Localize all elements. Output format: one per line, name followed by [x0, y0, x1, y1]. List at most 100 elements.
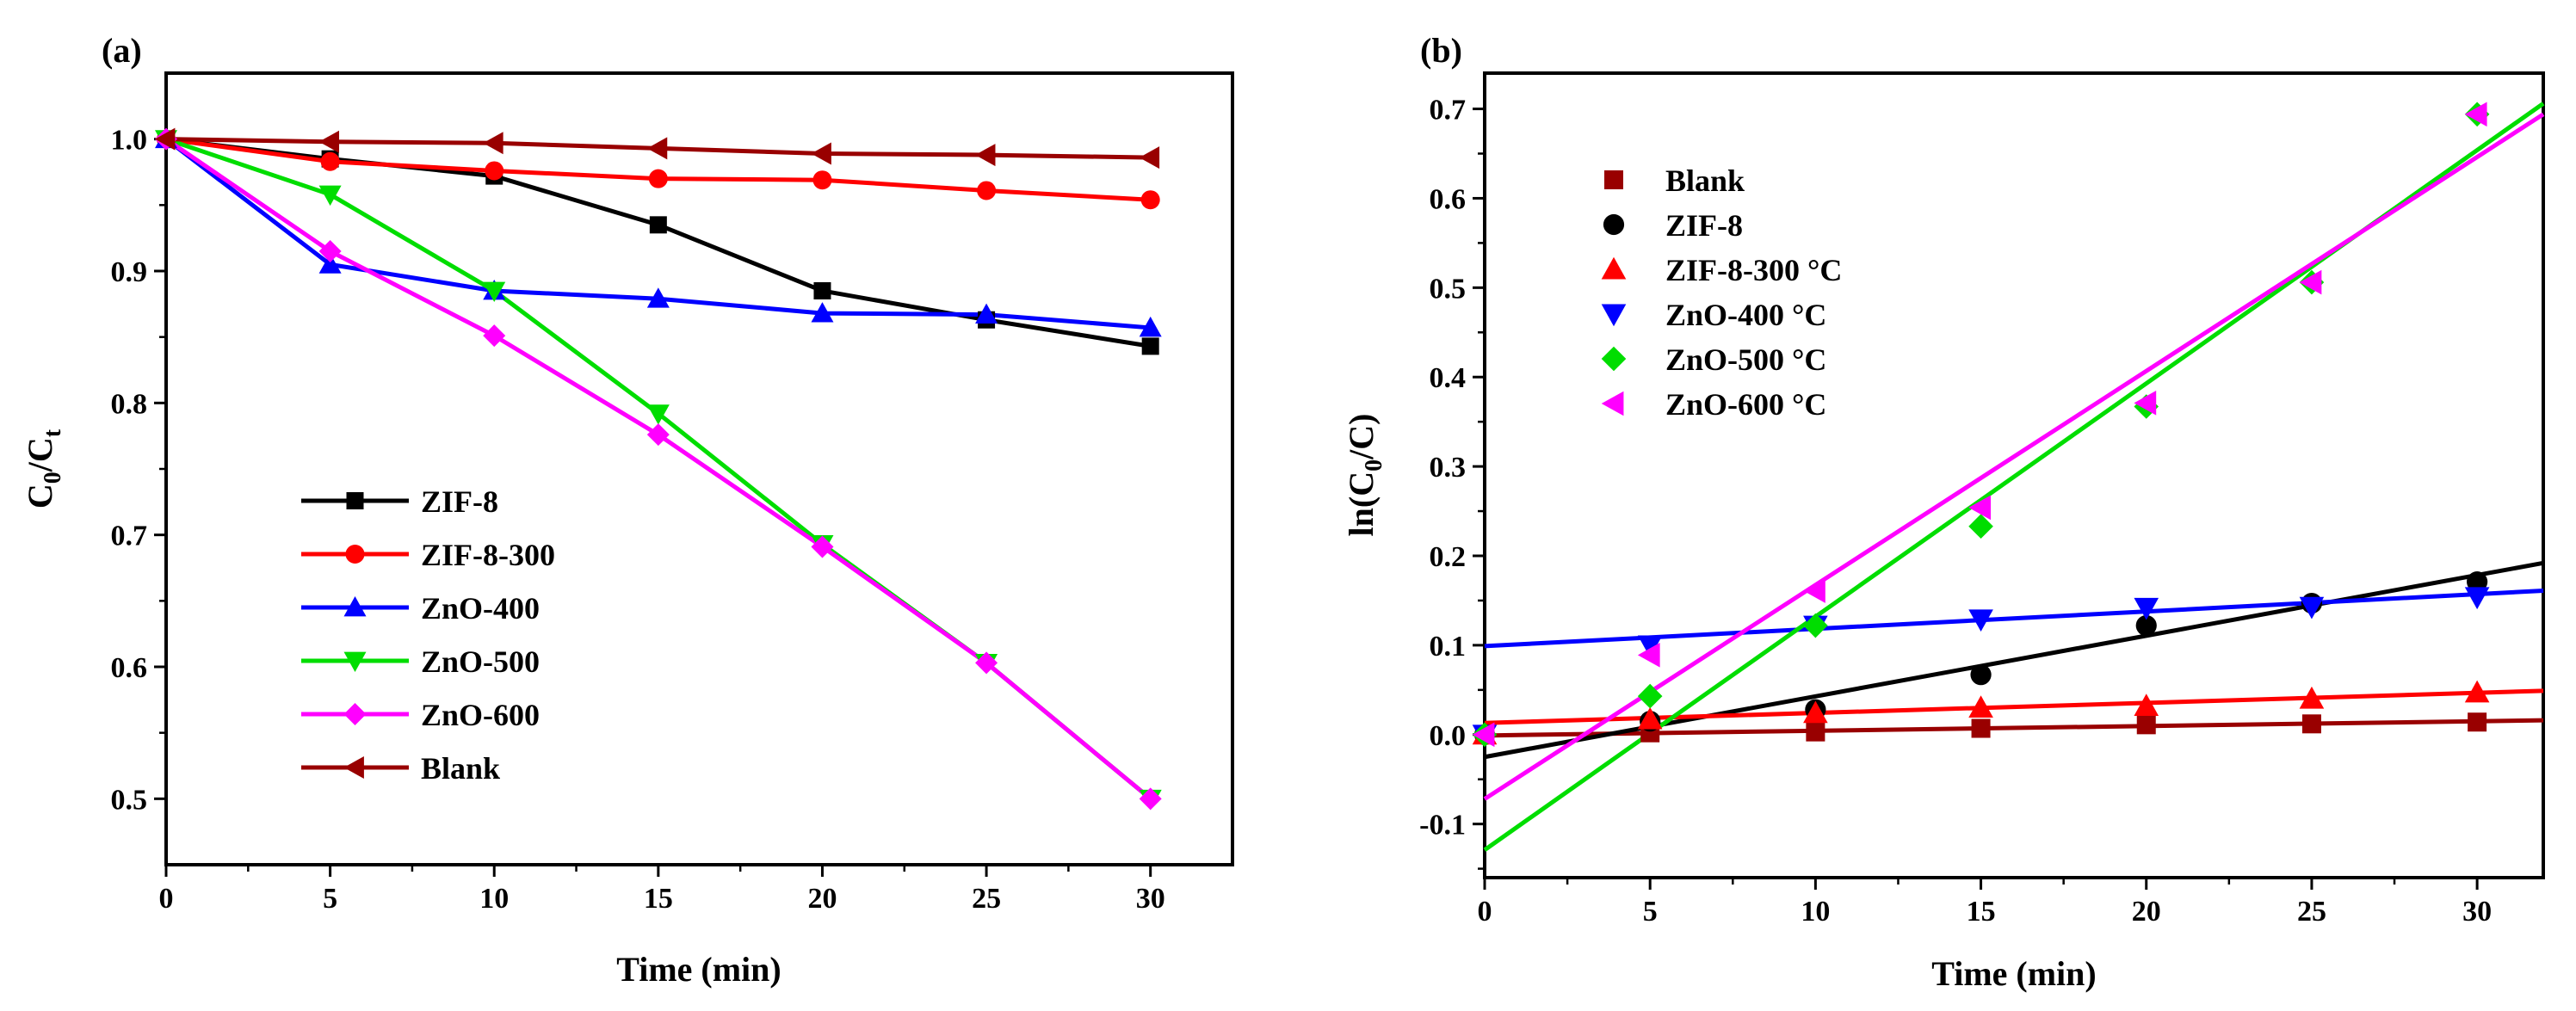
legend-label: ZnO-400 [421, 591, 540, 626]
legend-item: Blank [301, 751, 500, 786]
data-point [2468, 712, 2487, 732]
data-point [2299, 269, 2322, 295]
data-point [485, 161, 504, 181]
data-point [318, 185, 342, 207]
series-line-zno-600 [164, 137, 1152, 801]
y-tick-label: 0.9 [111, 256, 148, 288]
data-point [155, 127, 176, 151]
legend-label: ZnO-600 °C [1665, 387, 1826, 422]
data-point [1971, 718, 1991, 738]
legend-label: Blank [1665, 163, 1745, 198]
y-tick-label: 0.6 [111, 652, 148, 684]
x-axis-title: Time (min) [1931, 954, 2096, 993]
y-axis-title-main: ln(C [1342, 472, 1381, 537]
data-point [977, 181, 997, 200]
data-point [2464, 102, 2487, 127]
x-tick-label: 20 [2132, 896, 2161, 928]
data-point [1637, 643, 1660, 668]
legend-label: ZIF-8-300 °C [1665, 253, 1842, 287]
x-tick-label: 15 [644, 883, 673, 915]
plot-frame [1483, 71, 2545, 879]
legend-marker [343, 756, 364, 779]
legend-marker [1601, 391, 1624, 416]
data-point [1139, 316, 1162, 337]
data-point [318, 253, 342, 274]
data-point [320, 151, 340, 171]
x-tick-label: 5 [323, 883, 337, 915]
y-tick-label: 0.6 [1430, 183, 1467, 215]
legend-item: ZnO-500 °C [1601, 342, 1826, 377]
y-axis-title-subscript: 0 [1361, 459, 1387, 472]
legend-marker [1601, 346, 1627, 372]
data-point [975, 651, 998, 675]
data-point [2464, 680, 2490, 703]
x-tick-label: 10 [479, 883, 509, 915]
legend-marker [343, 703, 367, 725]
data-point [646, 404, 670, 425]
data-point [1139, 787, 1162, 811]
legend-item: ZnO-500 [301, 644, 540, 679]
legend-item: ZnO-400 °C [1601, 298, 1826, 332]
data-point [1803, 700, 1828, 724]
x-tick-label: 30 [2462, 896, 2492, 928]
y-tick-label: -0.1 [1419, 810, 1466, 841]
y-tick-label: 0.2 [1430, 541, 1467, 573]
data-point [2299, 596, 2325, 620]
y-tick-label: 0.4 [1430, 362, 1467, 394]
legend-marker [343, 651, 367, 672]
legend: ZIF-8 ZIF-8-300 ZnO-400 ZnO-500 ZnO-600 Blank [301, 484, 555, 786]
data-point [646, 423, 670, 447]
y-axis-title-mid: /C [21, 437, 59, 472]
y-axis-title-subscript: 0 [40, 472, 66, 484]
y-axis-title-main: C [21, 484, 59, 509]
x-tick-label: 30 [1136, 883, 1165, 915]
data-point [1968, 514, 1993, 539]
y-tick-label: 0.5 [111, 784, 148, 816]
data-point [2464, 587, 2490, 610]
chart-panel-b: 0 5 10 15 20 25 30 -0.1 0.0 0.1 0.2 0.3 0.4 0.5 0.6 0.7… [1342, 31, 2545, 993]
chart-panel-a: 0 5 10 15 20 25 30 0.5 0.6 0.7 0.8 0.9 1.0 (a) Time (m… [21, 31, 1234, 989]
x-tick-label: 15 [1967, 896, 1996, 928]
y-tick-label: 0.5 [1430, 273, 1467, 305]
legend-label: ZnO-600 [421, 698, 540, 732]
fit-line-zif-8-300-c [1484, 688, 2544, 725]
x-tick-label: 10 [1801, 896, 1830, 928]
y-tick-label: 0.3 [1430, 452, 1467, 484]
legend-item: ZnO-600 [301, 698, 540, 732]
data-point [1970, 664, 1992, 686]
data-point [1141, 337, 1159, 355]
data-point [483, 132, 503, 155]
data-point [1637, 706, 1663, 730]
fit-line-blank [1484, 718, 2544, 738]
y-tick-label: 0.1 [1430, 631, 1467, 663]
data-point [649, 216, 667, 234]
data-point [811, 142, 831, 165]
data-point [2135, 614, 2157, 637]
legend-item: ZIF-8 [301, 484, 498, 519]
data-point [1803, 613, 1828, 638]
data-point [2134, 694, 2159, 716]
data-point [483, 281, 506, 302]
y-axis-title: C0/Ct [21, 428, 66, 509]
legend-marker [1603, 213, 1625, 236]
x-tick-label: 25 [972, 883, 1001, 915]
data-point [1140, 190, 1160, 210]
data-point [2136, 715, 2156, 735]
data-point [2301, 714, 2321, 734]
y-tick-label: 0.8 [111, 388, 148, 420]
x-tick-label: 0 [159, 883, 174, 915]
legend-label: ZnO-400 °C [1665, 298, 1826, 332]
legend: Blank ZIF-8 ZIF-8-300 °C ZnO-400 °C ZnO-500 … [1601, 163, 1842, 422]
legend-label: ZIF-8 [1665, 208, 1743, 243]
data-point [811, 302, 834, 323]
legend-item: ZnO-600 °C [1601, 387, 1826, 422]
legend-marker [343, 596, 367, 617]
y-tick-label: 0.0 [1430, 720, 1467, 752]
legend-item: ZnO-400 [301, 591, 540, 626]
legend-item: ZIF-8-300 [301, 538, 555, 572]
legend-marker [346, 492, 364, 509]
data-point [1806, 722, 1825, 742]
data-point [1968, 495, 1992, 521]
legend-label: ZnO-500 [421, 644, 540, 679]
